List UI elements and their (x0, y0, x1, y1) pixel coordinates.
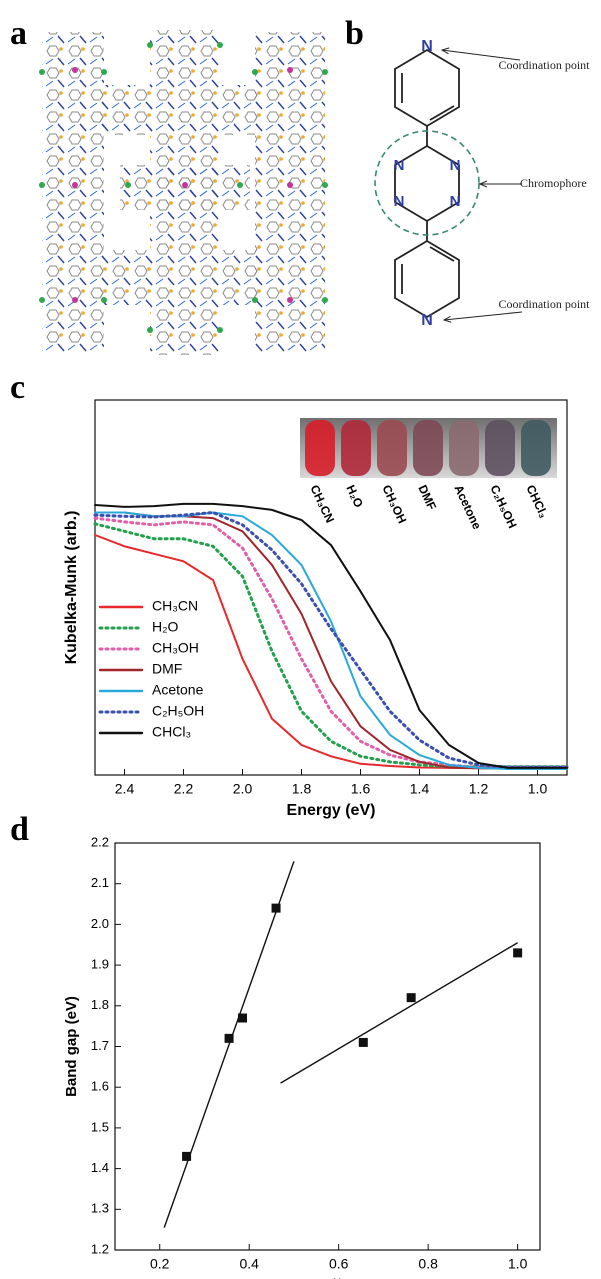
legend-label: Acetone (152, 682, 204, 698)
panel-label: b (345, 15, 364, 52)
data-point (271, 903, 281, 913)
vial (377, 420, 407, 476)
y-tick-label: 1.8 (91, 997, 109, 1012)
atom-label: N (421, 312, 433, 329)
spectrum-line (93, 522, 569, 769)
vial (449, 420, 479, 476)
legend-label: H₂O (152, 619, 179, 635)
vial-label: C₂H₅OH (487, 483, 519, 531)
data-point (182, 1151, 192, 1161)
x-tick-label: 1.8 (292, 781, 312, 797)
crystal-structure (39, 30, 328, 355)
y-tick-label: 1.4 (91, 1160, 109, 1175)
legend-label: CH₃CN (152, 598, 198, 614)
y-tick-label: 1.2 (91, 1241, 109, 1256)
atom-label: N (450, 157, 461, 174)
vial (413, 420, 443, 476)
legend-label: CH₃OH (152, 640, 199, 656)
legend-label: DMF (152, 661, 182, 677)
x-tick-label: 2.4 (115, 781, 135, 797)
atom-label: N (394, 193, 405, 210)
annotation: Coordination point (498, 58, 590, 72)
y-axis-label: Band gap (eV) (63, 996, 80, 1097)
spectrum-line (94, 502, 568, 769)
annotation: Coordination point (498, 297, 590, 311)
x-tick-label: 0.6 (329, 1256, 349, 1272)
y-tick-label: 2.1 (91, 875, 109, 890)
panel-label: d (10, 811, 29, 848)
atom-label: N (450, 193, 461, 210)
y-tick-label: 1.3 (91, 1201, 109, 1216)
x-axis-label-sup: N (333, 1277, 341, 1279)
y-tick-label: 1.6 (91, 1079, 109, 1094)
y-tick-label: 1.7 (91, 1038, 109, 1053)
atom-label: N (421, 38, 433, 55)
x-axis-label: Energy (eV) (287, 802, 376, 819)
y-axis-label: Kubelka-Munk (arb.) (63, 511, 80, 665)
vial-label: DMF (415, 483, 439, 512)
x-tick-label: 1.2 (469, 781, 489, 797)
fit-line (280, 942, 518, 1084)
annotation: Chromophore (520, 176, 587, 190)
x-tick-label: 1.0 (528, 781, 548, 797)
y-tick-label: 1.9 (91, 957, 109, 972)
data-point (513, 948, 523, 958)
plot-frame (94, 399, 568, 776)
data-point (358, 1037, 368, 1047)
vial (341, 420, 371, 476)
y-tick-label: 2.0 (91, 916, 109, 931)
vial (485, 420, 515, 476)
data-point (406, 993, 416, 1003)
legend-label: C₂H₅OH (152, 703, 204, 719)
y-tick-label: 2.2 (91, 834, 109, 849)
x-tick-label: 1.6 (351, 781, 371, 797)
vial (521, 420, 551, 476)
panel-label: a (10, 15, 27, 52)
x-tick-label: 0.2 (150, 1256, 170, 1272)
atom-label: N (394, 157, 405, 174)
y-tick-label: 1.5 (91, 1119, 109, 1134)
x-axis-label: ENT (322, 1277, 341, 1279)
x-tick-label: 2.0 (233, 781, 253, 797)
x-tick-label: 0.8 (418, 1256, 438, 1272)
molecule (374, 50, 523, 320)
vial-label: CH₃CN (307, 483, 337, 525)
vial-label: Acetone (451, 483, 484, 532)
panel-label: c (10, 369, 25, 406)
fit-line (163, 861, 295, 1228)
vial-label: CH₃OH (379, 483, 409, 526)
legend-label: CHCl₃ (152, 724, 191, 740)
x-tick-label: 0.4 (239, 1256, 259, 1272)
data-point (224, 1033, 234, 1043)
x-tick-label: 1.0 (508, 1256, 528, 1272)
x-tick-label: 2.2 (174, 781, 194, 797)
x-tick-label: 1.4 (410, 781, 430, 797)
vial-label: H₂O (343, 483, 366, 510)
vial-label: CHCl₃ (523, 483, 550, 521)
plot-frame (114, 842, 541, 1251)
vial (305, 420, 335, 476)
data-point (238, 1013, 247, 1023)
